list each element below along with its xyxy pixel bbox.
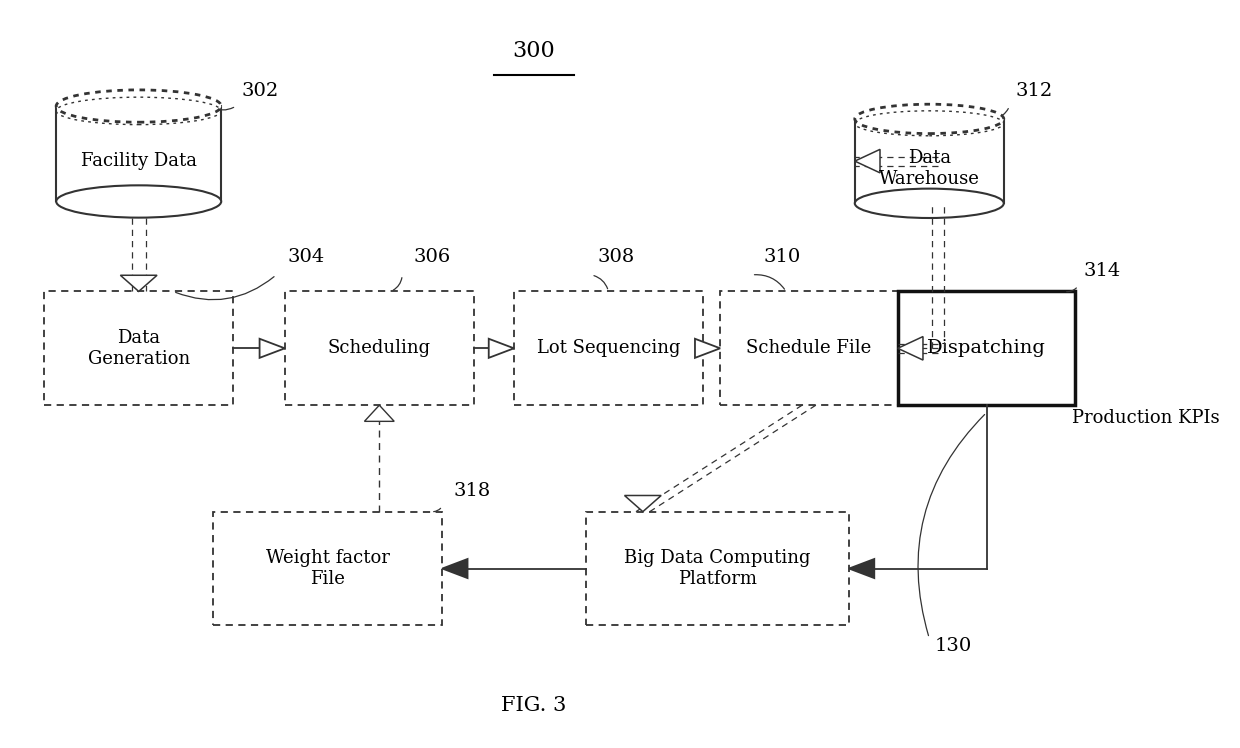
- Polygon shape: [120, 275, 157, 292]
- Text: 318: 318: [454, 482, 491, 500]
- Text: Lot Sequencing: Lot Sequencing: [537, 340, 681, 358]
- Polygon shape: [625, 495, 661, 512]
- Polygon shape: [365, 405, 394, 421]
- Polygon shape: [259, 339, 285, 358]
- Text: 314: 314: [1084, 263, 1121, 280]
- Text: Scheduling: Scheduling: [327, 340, 430, 358]
- Text: 300: 300: [512, 40, 556, 62]
- Ellipse shape: [854, 188, 1003, 218]
- Text: Production KPIs: Production KPIs: [1073, 409, 1220, 427]
- FancyBboxPatch shape: [285, 292, 474, 405]
- Text: Data
Generation: Data Generation: [88, 329, 190, 368]
- FancyBboxPatch shape: [585, 512, 849, 625]
- FancyBboxPatch shape: [213, 512, 443, 625]
- Text: 304: 304: [288, 248, 325, 266]
- Text: FIG. 3: FIG. 3: [501, 696, 567, 715]
- FancyBboxPatch shape: [898, 292, 1075, 405]
- Ellipse shape: [56, 186, 221, 218]
- Polygon shape: [854, 150, 880, 173]
- Text: 310: 310: [763, 248, 800, 266]
- Text: 302: 302: [242, 82, 279, 100]
- Polygon shape: [849, 559, 874, 578]
- Text: Big Data Computing
Platform: Big Data Computing Platform: [624, 549, 811, 588]
- Polygon shape: [489, 339, 513, 358]
- FancyBboxPatch shape: [45, 292, 233, 405]
- Text: Schedule File: Schedule File: [746, 340, 872, 358]
- Polygon shape: [694, 339, 720, 358]
- Polygon shape: [898, 337, 923, 360]
- Text: Data
Warehouse: Data Warehouse: [879, 149, 980, 188]
- Polygon shape: [56, 106, 221, 201]
- Text: 130: 130: [935, 637, 972, 654]
- Text: 306: 306: [414, 248, 451, 266]
- Text: Weight factor
File: Weight factor File: [265, 549, 389, 588]
- Text: 308: 308: [596, 248, 634, 266]
- Polygon shape: [443, 559, 467, 578]
- Ellipse shape: [56, 90, 221, 122]
- Text: 312: 312: [1016, 82, 1053, 100]
- FancyBboxPatch shape: [513, 292, 703, 405]
- Polygon shape: [854, 119, 1003, 203]
- FancyBboxPatch shape: [720, 292, 898, 405]
- Ellipse shape: [854, 104, 1003, 134]
- Text: Facility Data: Facility Data: [81, 152, 197, 170]
- Text: Dispatching: Dispatching: [928, 340, 1047, 358]
